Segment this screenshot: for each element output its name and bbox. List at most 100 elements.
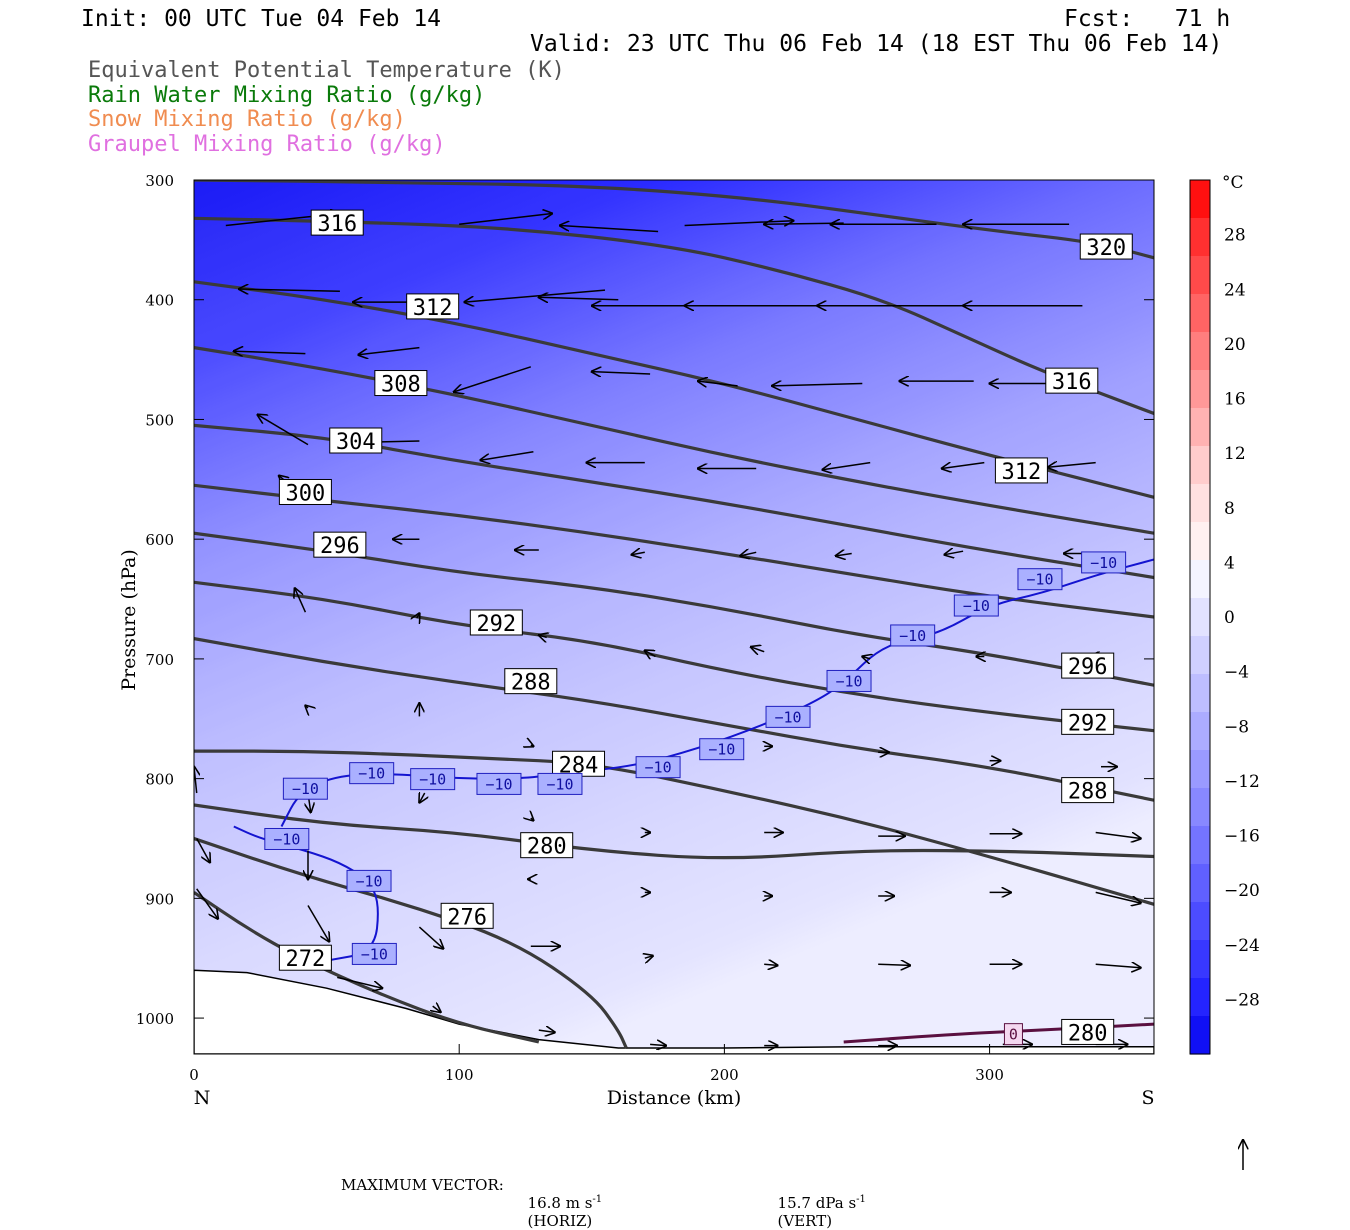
wind-vector xyxy=(454,366,532,392)
y-tick-label: 300 xyxy=(145,172,174,190)
contour-label: 280 xyxy=(1061,1018,1115,1046)
wind-vector xyxy=(823,461,871,470)
wind-vector xyxy=(531,818,534,820)
colorbar-unit: °C xyxy=(1222,173,1244,193)
colorbar-swatch xyxy=(1190,332,1210,371)
wind-vector xyxy=(196,888,218,919)
wind-vector xyxy=(418,926,443,949)
colorbar-label: −12 xyxy=(1224,772,1260,792)
y-tick-label: 500 xyxy=(145,411,174,429)
contour-label: 292 xyxy=(1061,708,1115,736)
colorbar-swatch xyxy=(1190,788,1210,827)
colorbar-swatch xyxy=(1190,484,1210,523)
contour-label: 320 xyxy=(1079,233,1133,261)
wind-vector xyxy=(539,297,619,299)
wind-vector xyxy=(942,461,985,469)
isotherm-label: −10 xyxy=(282,777,328,800)
svg-text:−10: −10 xyxy=(963,597,990,615)
isotherm-label: −10 xyxy=(349,762,395,785)
wind-vector xyxy=(417,613,420,618)
svg-text:−10: −10 xyxy=(899,627,926,645)
colorbar-label: −4 xyxy=(1224,663,1249,683)
wind-vector xyxy=(764,964,777,965)
colorbar-swatch xyxy=(1190,446,1210,485)
svg-text:−10: −10 xyxy=(645,759,672,777)
svg-text:300: 300 xyxy=(286,481,326,506)
svg-text:312: 312 xyxy=(413,296,453,321)
colorbar-swatch xyxy=(1190,256,1210,295)
isotherm-label: −10 xyxy=(346,869,392,892)
svg-text:288: 288 xyxy=(1068,780,1108,805)
wind-vector xyxy=(1095,831,1141,839)
colorbar-swatch xyxy=(1190,674,1210,713)
svg-text:−10: −10 xyxy=(273,830,300,848)
y-tick-label: 400 xyxy=(145,292,174,310)
colorbar-swatch xyxy=(1190,598,1210,637)
forecast-hour: Fcst: 71 h xyxy=(1064,6,1231,32)
svg-text:272: 272 xyxy=(286,947,326,972)
x-tick-label: 200 xyxy=(710,1066,739,1084)
wind-vector xyxy=(337,976,382,988)
isotherm-label: −10 xyxy=(476,772,522,795)
colorbar-label: −8 xyxy=(1224,717,1249,737)
isotherm-label: −10 xyxy=(410,768,456,791)
isotherm-label: −10 xyxy=(264,827,310,850)
legend-snow: Snow Mixing Ratio (g/kg) xyxy=(88,107,406,132)
svg-text:312: 312 xyxy=(1002,460,1042,485)
svg-text:288: 288 xyxy=(511,671,551,696)
wind-vector xyxy=(358,346,420,355)
colorbar-swatch xyxy=(1190,712,1210,751)
svg-text:−10: −10 xyxy=(355,872,382,890)
reference-vector xyxy=(1132,1140,1243,1170)
svg-text:320: 320 xyxy=(1086,236,1126,261)
wind-vector xyxy=(684,221,794,226)
wind-vector xyxy=(836,554,852,556)
wind-vector xyxy=(465,289,606,302)
theta-e-contour-292 xyxy=(194,580,1154,733)
colorbar-swatch xyxy=(1190,370,1210,409)
max-vector-vert: 15.7 dPa s-1 (VERT) xyxy=(768,1176,866,1230)
contour-label: 312 xyxy=(406,293,460,321)
svg-text:316: 316 xyxy=(1052,370,1092,395)
wind-vector xyxy=(1095,964,1141,968)
legend-rain: Rain Water Mixing Ratio (g/kg) xyxy=(88,83,486,108)
svg-text:276: 276 xyxy=(447,905,487,930)
wind-vector xyxy=(196,838,210,863)
contour-label: 288 xyxy=(1061,777,1115,805)
isotherm-label: −10 xyxy=(890,624,936,647)
y-tick-label: 600 xyxy=(145,531,174,549)
isotherm-label: −10 xyxy=(537,772,583,795)
shading-band xyxy=(194,347,1154,1054)
colorbar-swatch xyxy=(1190,636,1210,675)
colorbar-swatch xyxy=(1190,408,1210,447)
colorbar-label: −16 xyxy=(1224,827,1260,847)
zero-isotherm-label: 0 xyxy=(1003,1023,1023,1046)
svg-text:−10: −10 xyxy=(485,775,512,793)
wind-vector xyxy=(531,745,534,746)
wind-vector xyxy=(433,1006,441,1012)
wind-vector xyxy=(632,552,645,554)
svg-text:−10: −10 xyxy=(1090,554,1117,572)
svg-text:296: 296 xyxy=(1068,655,1108,680)
contour-label: 304 xyxy=(329,427,383,455)
init-time: Init: 00 UTC Tue 04 Feb 14 xyxy=(81,6,442,32)
wind-vector xyxy=(459,214,552,226)
max-vector-horiz: 16.8 m s-1 (HORIZ) xyxy=(518,1176,603,1230)
wind-vector xyxy=(305,706,308,708)
colorbar-label: 24 xyxy=(1224,280,1246,300)
colorbar-swatch xyxy=(1190,864,1210,903)
legend-theta-e: Equivalent Potential Temperature (K) xyxy=(88,58,565,83)
shading-band xyxy=(194,751,1154,1054)
colorbar-label: −24 xyxy=(1224,936,1260,956)
svg-text:304: 304 xyxy=(336,430,376,455)
colorbar-swatch xyxy=(1190,218,1210,257)
svg-text:−10: −10 xyxy=(774,708,801,726)
wind-vector xyxy=(698,381,738,386)
isotherm-label: −10 xyxy=(635,756,681,779)
contour-label: 316 xyxy=(1045,367,1099,395)
svg-text:280: 280 xyxy=(527,835,567,860)
svg-text:0: 0 xyxy=(1009,1026,1018,1044)
svg-text:−10: −10 xyxy=(358,765,385,783)
wind-vector xyxy=(945,551,964,555)
svg-text:−10: −10 xyxy=(708,741,735,759)
